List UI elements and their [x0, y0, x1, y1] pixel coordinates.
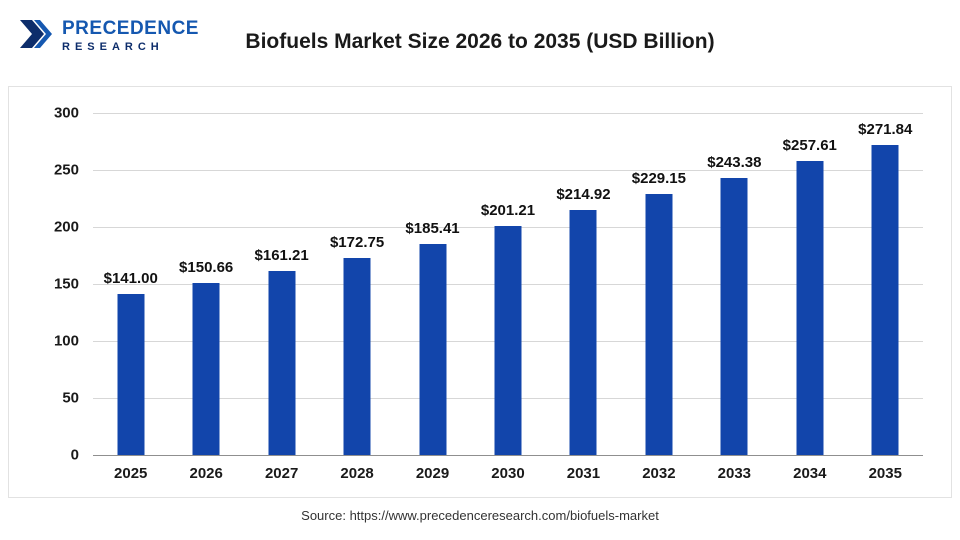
bar-2034[interactable]: [796, 161, 824, 455]
y-tick-label: 300: [53, 104, 79, 122]
bar-value-label: $257.61: [782, 137, 837, 155]
x-tick-label: 2031: [566, 465, 601, 482]
bar-column: $271.84: [848, 113, 923, 455]
x-tick-label: 2026: [189, 465, 223, 482]
bar-2030[interactable]: [494, 225, 522, 455]
bar-value-label: $271.84: [858, 121, 913, 139]
logo-name: PRECEDENCE: [62, 18, 199, 40]
bar-column: $229.15: [621, 113, 696, 455]
bar-column: $185.41: [395, 113, 470, 455]
bar-2027[interactable]: [268, 271, 296, 455]
logo-subname: RESEARCH: [62, 41, 164, 54]
bar-2035[interactable]: [871, 145, 899, 455]
bar-2032[interactable]: [645, 193, 673, 455]
source-text: Source: https://www.precedenceresearch.c…: [301, 508, 659, 523]
logo-text: PRECEDENCE RESEARCH: [62, 19, 199, 53]
x-axis-labels: 2025 2026 2027 2028 2029 2030 2031 2032 2033 2034…: [93, 465, 923, 482]
bar-2025[interactable]: [117, 294, 145, 455]
bar-value-label: $150.66: [179, 259, 234, 277]
bar-2029[interactable]: [419, 243, 447, 455]
plot-area: 0 50 100 150 200 250 300 $141.00 $150.66 $161.21 $…: [54, 105, 923, 464]
bar-column: $243.38: [697, 113, 772, 455]
header: PRECEDENCE RESEARCH Biofuels Market Size…: [0, 0, 960, 86]
gridline: [93, 113, 923, 114]
bar-column: $141.00: [93, 113, 168, 455]
y-tick-label: 200: [53, 218, 79, 236]
gridline: [93, 170, 923, 171]
bar-column: $201.21: [470, 113, 545, 455]
y-tick-label: 50: [62, 389, 79, 407]
bar-value-label: $243.38: [707, 153, 762, 171]
y-tick-label: 0: [70, 446, 79, 464]
bar-2033[interactable]: [720, 177, 748, 455]
bar-value-label: $229.15: [631, 169, 687, 187]
x-tick-label: 2025: [114, 465, 148, 482]
bars-row: $141.00 $150.66 $161.21 $172.75 $185.41 $201.…: [93, 113, 923, 455]
bar-value-label: $185.41: [405, 219, 460, 237]
y-tick-label: 100: [53, 332, 79, 350]
bar-value-label: $172.75: [329, 234, 385, 252]
bar-value-label: $141.00: [103, 270, 158, 288]
bar-2028[interactable]: [343, 258, 371, 455]
bar-column: $257.61: [772, 113, 847, 455]
bar-value-label: $214.92: [556, 186, 611, 203]
x-tick-label: 2028: [340, 465, 374, 482]
x-tick-label: 2032: [642, 465, 676, 482]
y-tick-label: 150: [53, 275, 79, 293]
bar-value-label: $201.21: [480, 201, 536, 219]
x-tick-label: 2027: [264, 465, 299, 482]
x-tick-label: 2034: [793, 465, 827, 482]
x-tick-label: 2030: [491, 465, 525, 482]
bar-column: $172.75: [319, 113, 394, 455]
x-tick-label: 2033: [717, 465, 752, 482]
bar-column: $161.21: [244, 113, 319, 455]
chart-panel: 0 50 100 150 200 250 300 $141.00 $150.66 $161.21 $…: [8, 86, 952, 498]
bar-column: $150.66: [168, 113, 243, 455]
gridline: [93, 455, 923, 456]
bar-column: $214.92: [546, 113, 621, 455]
y-tick-label: 250: [53, 161, 79, 179]
bar-2031[interactable]: [569, 210, 597, 455]
x-tick-label: 2029: [415, 465, 450, 482]
logo-icon: [18, 16, 54, 57]
bar-value-label: $161.21: [254, 247, 309, 265]
chart-title: Biofuels Market Size 2026 to 2035 (USD B…: [245, 30, 715, 53]
bar-2026[interactable]: [192, 283, 220, 455]
logo: PRECEDENCE RESEARCH: [18, 16, 199, 57]
x-tick-label: 2035: [868, 465, 902, 482]
